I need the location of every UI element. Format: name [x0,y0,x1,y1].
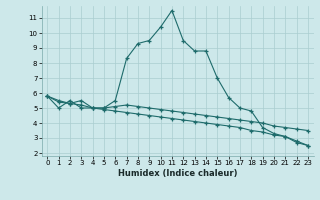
X-axis label: Humidex (Indice chaleur): Humidex (Indice chaleur) [118,169,237,178]
